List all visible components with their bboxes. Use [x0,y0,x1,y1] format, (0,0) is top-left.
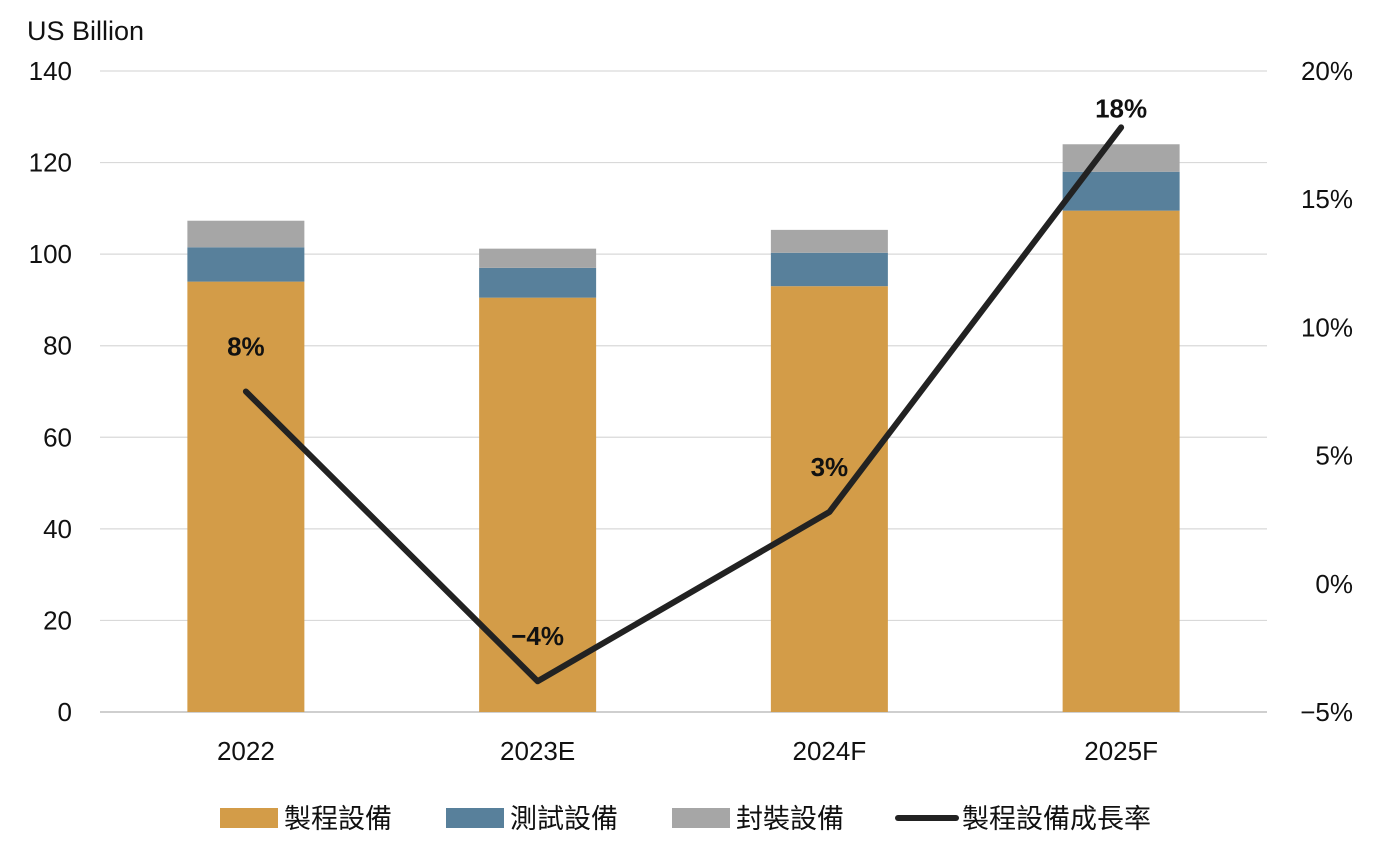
bar-segment [187,220,305,248]
x-tick-label: 2024F [793,736,867,766]
x-tick-label: 2025F [1084,736,1158,766]
bar-segment [187,247,305,282]
y-left-tick-label: 60 [43,422,72,452]
x-tick-label: 2023E [500,736,575,766]
y-left-tick-label: 140 [29,56,72,86]
legend-swatch [672,808,730,828]
y-left-tick-label: 40 [43,514,72,544]
legend: 製程設備 測試設備 封裝設備 製程設備成長率 [220,804,1151,835]
axes: US Billion 0 20 40 60 80 100 120 140 −5% 0% 5% 10% 1… [27,16,1353,766]
bars [187,144,1180,712]
growth-line-path [242,124,1125,685]
legend-swatch [446,808,504,828]
y-axis-unit-label: US Billion [27,16,144,46]
growth-line [242,124,1125,685]
y-right-tick-label: −5% [1300,697,1353,727]
bar-segment [479,267,597,298]
y-right-tick-label: 15% [1301,184,1353,214]
growth-data-label: 18% [1095,93,1147,123]
y-left-tick-label: 80 [43,331,72,361]
bar-segment [1062,144,1180,172]
bar-segment [479,248,597,268]
data-labels: 8% −4% 3% 18% [227,93,1147,651]
growth-point [828,511,830,513]
growth-point [245,391,247,392]
growth-data-label: 3% [811,452,849,482]
growth-point [537,680,539,682]
legend-label: 測試設備 [510,804,618,835]
y-right-tick-label: 10% [1301,312,1353,342]
bar-segment [770,252,888,287]
bar-segment [187,281,305,712]
y-right-tick-label: 5% [1315,441,1353,471]
y-left-tick-label: 20 [43,605,72,635]
y-left-tick-label: 120 [29,148,72,178]
legend-label: 封裝設備 [736,804,844,835]
x-tick-label: 2022 [217,736,275,766]
growth-point [1120,126,1122,128]
growth-data-label: −4% [511,621,564,651]
growth-data-label: 8% [227,332,265,362]
bar-segment [770,286,888,712]
bar-segment [1062,210,1180,712]
y-left-tick-label: 0 [58,697,72,727]
legend-swatch [220,808,278,828]
legend-label: 製程設備成長率 [962,804,1151,835]
y-left-tick-label: 100 [29,239,72,269]
bar-segment [770,229,888,253]
y-right-tick-label: 0% [1315,569,1353,599]
legend-label: 製程設備 [284,804,392,835]
y-right-tick-label: 20% [1301,56,1353,86]
